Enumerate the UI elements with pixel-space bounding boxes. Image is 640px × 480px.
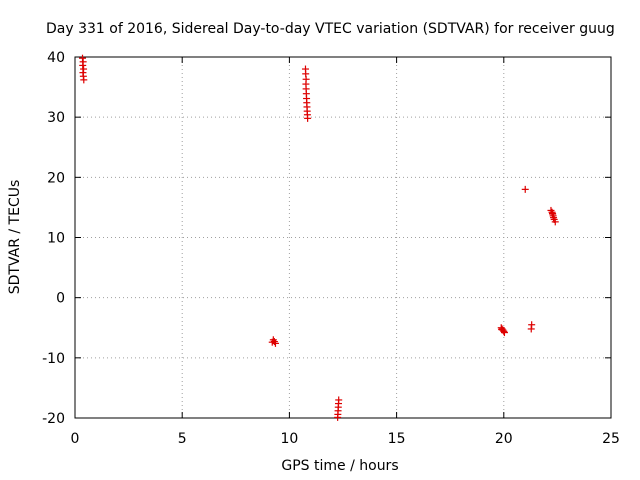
data-point xyxy=(80,76,88,84)
data-point xyxy=(548,209,556,217)
y-axis-label: SDTVAR / TECUs xyxy=(7,180,23,295)
chart-title: Day 331 of 2016, Sidereal Day-to-day VTE… xyxy=(46,21,615,37)
data-point xyxy=(551,218,559,226)
x-tick-label: 5 xyxy=(178,431,187,447)
y-tick-label: 10 xyxy=(47,231,65,247)
data-point xyxy=(521,185,529,193)
data-point xyxy=(550,214,558,222)
data-point xyxy=(79,54,87,62)
y-tick-label: -10 xyxy=(42,351,65,367)
data-point xyxy=(80,65,88,73)
y-tick-label: 20 xyxy=(47,170,65,186)
x-tick-label: 25 xyxy=(602,431,620,447)
grid-lines xyxy=(75,57,611,418)
y-tick-label: 40 xyxy=(47,50,65,66)
data-point xyxy=(271,339,279,347)
y-tick-label: 30 xyxy=(47,110,65,126)
x-tick-label: 10 xyxy=(280,431,298,447)
data-point xyxy=(498,326,506,334)
y-tick-label: -20 xyxy=(42,411,65,427)
x-tick-label: 15 xyxy=(388,431,406,447)
data-point xyxy=(527,325,535,333)
x-axis-label: GPS time / hours xyxy=(281,458,398,474)
data-point xyxy=(334,413,342,421)
axis-ticks: 0 5 10 15 20 25 -20 -10 0 10 20 30 40 xyxy=(42,50,620,447)
data-point xyxy=(304,114,312,122)
x-tick-label: 0 xyxy=(71,431,80,447)
y-tick-label: 0 xyxy=(56,291,65,307)
data-point xyxy=(268,338,276,346)
x-tick-label: 20 xyxy=(495,431,513,447)
data-markers xyxy=(79,54,559,421)
data-point xyxy=(79,61,87,69)
